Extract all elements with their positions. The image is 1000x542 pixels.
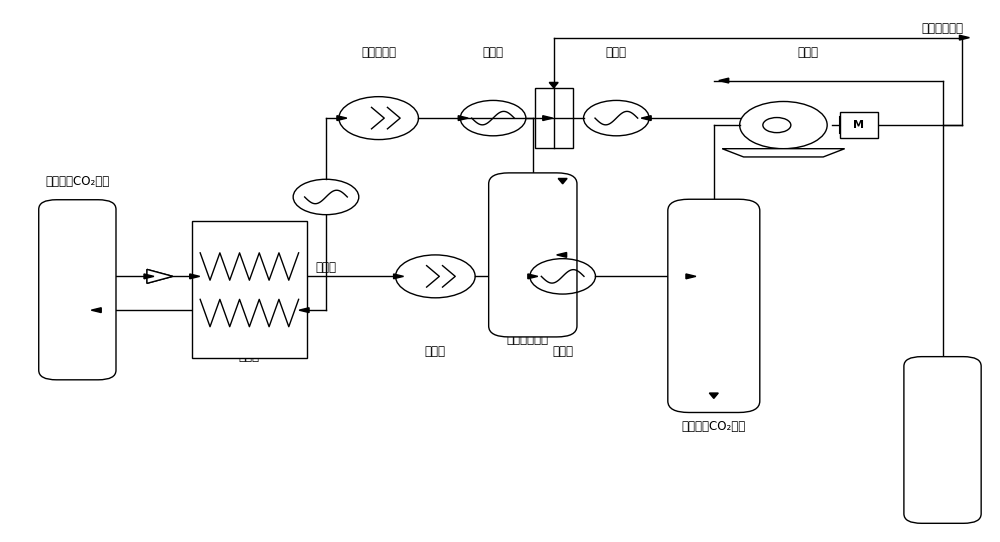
- Polygon shape: [686, 274, 696, 279]
- Text: 复热器: 复热器: [483, 46, 504, 59]
- Polygon shape: [144, 274, 154, 279]
- Polygon shape: [147, 269, 173, 283]
- Polygon shape: [147, 269, 173, 283]
- Polygon shape: [722, 149, 845, 157]
- Text: 高温介质储罐: 高温介质储罐: [507, 333, 549, 346]
- Polygon shape: [394, 274, 404, 279]
- Bar: [192, 221, 307, 358]
- FancyBboxPatch shape: [489, 173, 577, 337]
- Polygon shape: [91, 308, 101, 313]
- Polygon shape: [528, 274, 538, 279]
- Polygon shape: [557, 253, 567, 257]
- Polygon shape: [719, 78, 729, 83]
- Text: 压缩机: 压缩机: [425, 345, 446, 358]
- Polygon shape: [543, 115, 553, 120]
- Text: 增压泵: 增压泵: [798, 46, 819, 59]
- FancyBboxPatch shape: [668, 199, 760, 412]
- Polygon shape: [337, 115, 347, 120]
- Bar: [535, 88, 573, 149]
- Text: 常温介质储罐: 常温介质储罐: [922, 22, 964, 35]
- Polygon shape: [959, 35, 969, 40]
- Bar: [840, 112, 878, 138]
- Text: 高压液体CO₂储罐: 高压液体CO₂储罐: [682, 420, 746, 433]
- FancyBboxPatch shape: [39, 200, 116, 380]
- Text: 冷却器: 冷却器: [552, 345, 573, 358]
- Text: 预热器: 预热器: [606, 46, 627, 59]
- Text: M: M: [853, 120, 864, 130]
- FancyBboxPatch shape: [904, 357, 981, 524]
- Polygon shape: [641, 115, 651, 120]
- Polygon shape: [709, 393, 718, 398]
- Polygon shape: [458, 115, 468, 120]
- Text: 透平发电机: 透平发电机: [361, 46, 396, 59]
- Polygon shape: [299, 308, 309, 313]
- Text: 蓄冷器: 蓄冷器: [239, 350, 260, 363]
- Text: 水冷器: 水冷器: [315, 261, 336, 274]
- Polygon shape: [558, 178, 567, 184]
- Polygon shape: [549, 82, 558, 88]
- Polygon shape: [190, 274, 200, 279]
- Text: 低温液体CO₂储罐: 低温液体CO₂储罐: [45, 175, 109, 188]
